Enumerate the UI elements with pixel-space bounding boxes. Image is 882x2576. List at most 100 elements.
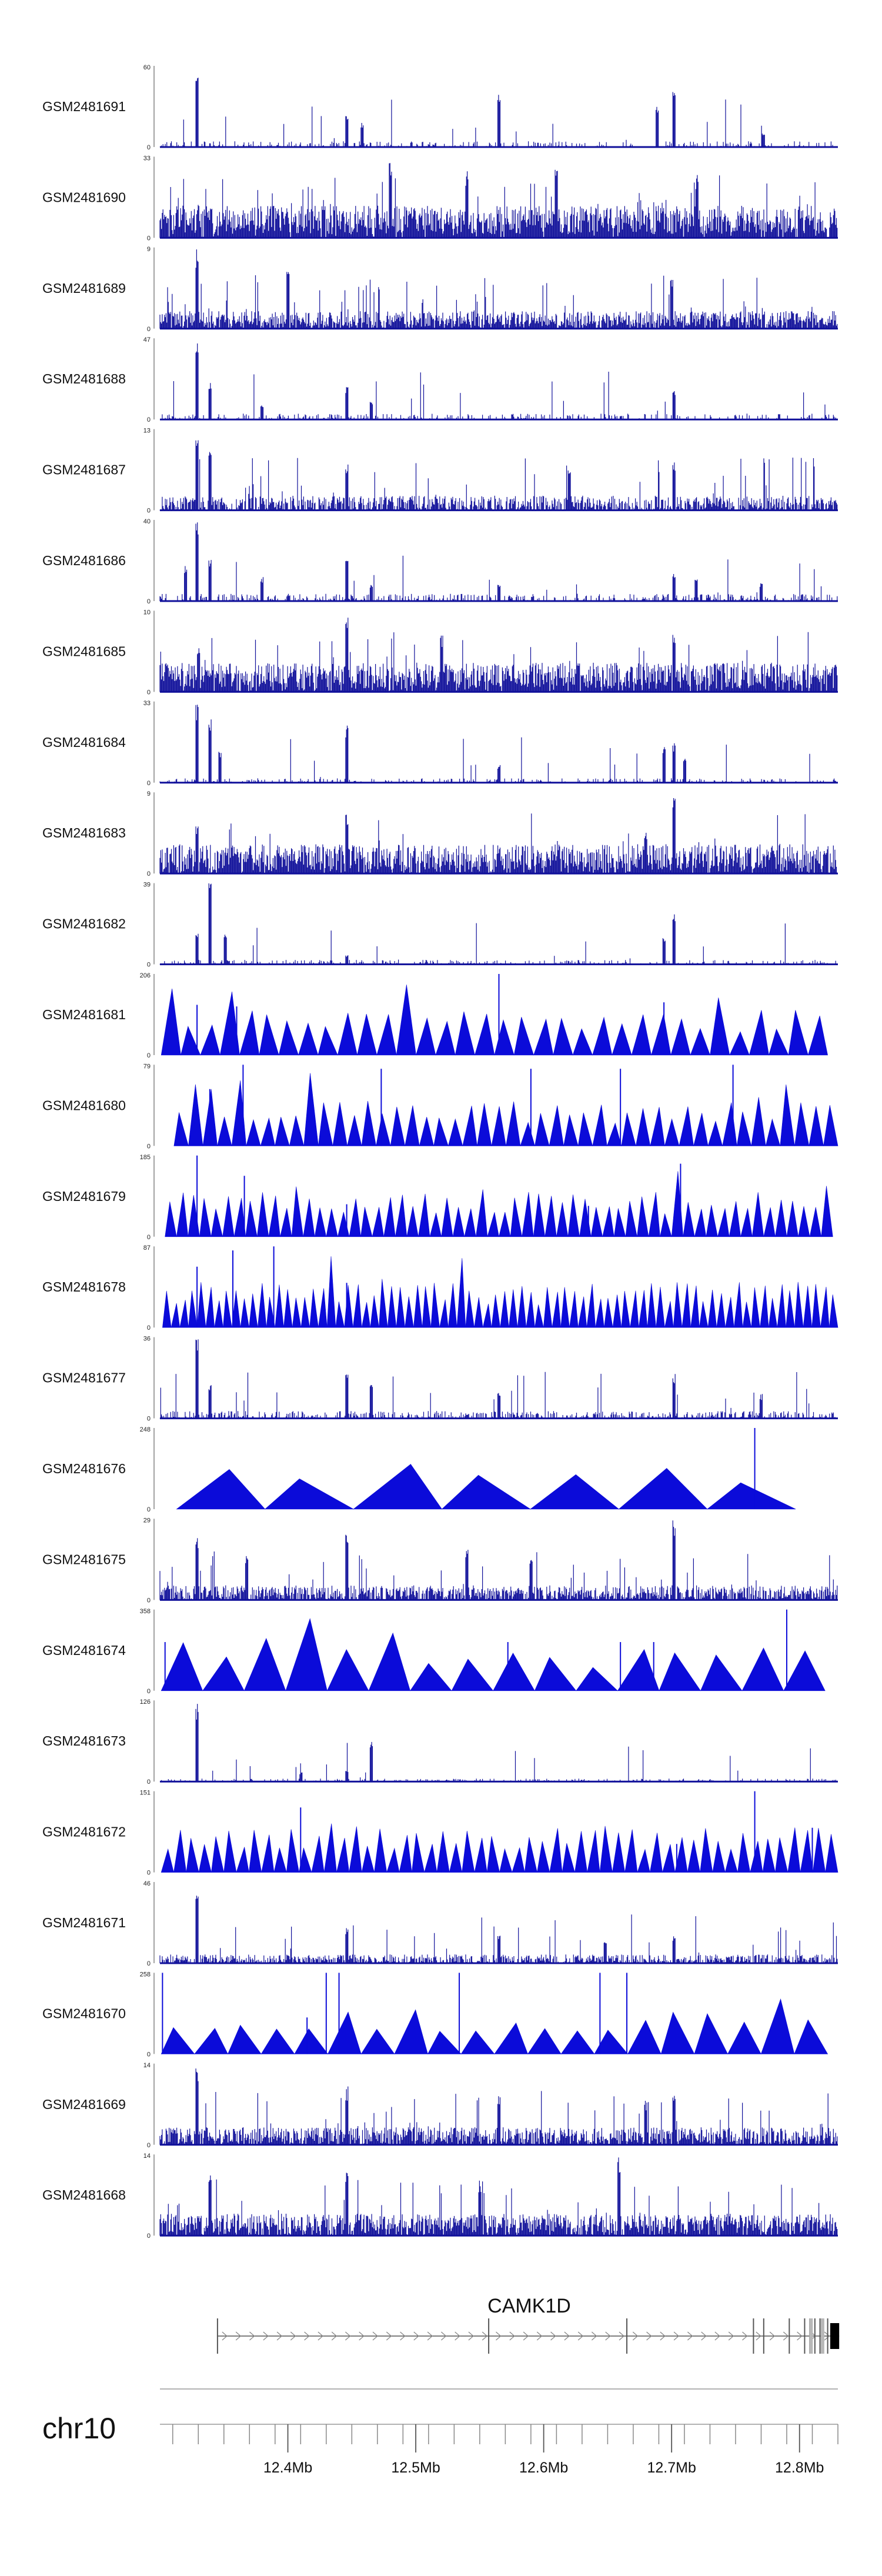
triangle-mark — [464, 1208, 476, 1237]
track-GSM2481684: GSM2481684 33 0 — [42, 700, 838, 787]
triangle-mark — [328, 2011, 362, 2054]
y-axis-min: 0 — [147, 962, 151, 969]
triangle-mark — [750, 1841, 763, 1873]
triangle-mark — [376, 1113, 391, 1146]
triangle-mark — [706, 1482, 796, 1510]
triangle-mark — [567, 1194, 580, 1237]
triangle-mark — [318, 1288, 328, 1328]
triangle-mark — [291, 1186, 304, 1237]
triangle-signal — [162, 1256, 838, 1328]
triangle-mark — [794, 1102, 810, 1146]
triangle-mark — [729, 1031, 750, 1056]
triangle-mark — [694, 1209, 707, 1237]
triangle-mark — [664, 1301, 674, 1328]
triangle-mark — [441, 1474, 532, 1510]
triangle-mark — [161, 988, 181, 1056]
triangle-mark — [786, 1290, 795, 1328]
triangle-mark — [543, 1287, 553, 1328]
triangle-mark — [500, 1291, 509, 1328]
strand-arrow — [756, 2331, 761, 2341]
triangle-mark — [592, 1016, 613, 1056]
triangle-signal — [165, 1171, 833, 1237]
y-axis-max: 79 — [143, 1063, 151, 1070]
triangle-mark — [527, 2028, 562, 2054]
triangle-mark — [260, 2028, 295, 2054]
track-label: GSM2481676 — [42, 1461, 126, 1476]
track-GSM2481687: GSM2481687 13 0 — [42, 428, 838, 515]
track-GSM2481686: GSM2481686 40 0 — [42, 518, 838, 605]
y-axis-min: 0 — [147, 2142, 151, 2149]
triangle-mark — [586, 1283, 596, 1328]
chromosome-axis: chr10 12.4Mb 12.5Mb 12.6Mb 12.7Mb 12.8Mb — [42, 2388, 838, 2476]
triangle-mark — [760, 1285, 769, 1328]
track-GSM2481676: GSM2481676 248 0 — [42, 1426, 796, 1513]
triangle-mark — [821, 1186, 833, 1237]
strand-arrow — [605, 2331, 611, 2341]
triangle-mark — [236, 1847, 249, 1873]
track-label: GSM2481689 — [42, 281, 126, 296]
triangle-mark — [549, 1105, 564, 1146]
triangle-mark — [509, 1289, 518, 1328]
triangle-mark — [383, 1197, 396, 1237]
track-GSM2481678: GSM2481678 87 0 — [42, 1244, 838, 1332]
triangle-mark — [560, 1287, 570, 1328]
triangle-mark — [475, 1013, 495, 1056]
triangle-mark — [439, 1299, 449, 1328]
triangle-mark — [741, 1647, 784, 1691]
strand-arrow — [345, 2331, 351, 2341]
triangle-mark — [716, 1293, 726, 1328]
triangle-mark — [729, 1201, 741, 1237]
triangle-mark — [298, 1022, 319, 1056]
triangle-mark — [299, 1847, 312, 1873]
triangle-mark — [699, 1301, 709, 1328]
track-GSM2481668: GSM2481668 14 0 — [42, 2153, 838, 2240]
triangle-mark — [231, 1080, 247, 1146]
triangle-mark — [292, 1297, 302, 1328]
triangle-mark — [436, 1831, 450, 1873]
triangle-mark — [533, 1193, 546, 1237]
strand-arrow — [455, 2331, 460, 2341]
triangle-mark — [534, 1304, 544, 1328]
track-GSM2481680: GSM2481680 79 0 — [42, 1063, 838, 1150]
triangle-mark — [309, 1289, 319, 1328]
triangle-mark — [386, 1847, 400, 1873]
triangle-mark — [768, 1298, 778, 1328]
triangle-mark — [303, 1073, 319, 1146]
triangle-mark — [544, 1196, 557, 1237]
triangle-mark — [223, 1830, 237, 1873]
triangle-mark — [427, 2031, 462, 2054]
track-GSM2481690: GSM2481690 33 0 — [42, 155, 838, 242]
triangle-mark — [576, 1667, 619, 1691]
track-label: GSM2481672 — [42, 1824, 126, 1840]
triangle-mark — [769, 1028, 789, 1056]
triangle-mark — [606, 1122, 622, 1146]
triangle-mark — [405, 1105, 420, 1146]
triangle-mark — [549, 1828, 563, 1873]
y-axis-min: 0 — [147, 1324, 151, 1332]
coverage-signal — [159, 1339, 838, 1419]
triangle-mark — [553, 1017, 573, 1056]
triangle-mark — [223, 1290, 232, 1328]
track-GSM2481673: GSM2481673 126 0 — [42, 1699, 838, 1786]
triangle-mark — [612, 1833, 626, 1873]
triangle-signal — [173, 1073, 838, 1146]
y-axis-min: 0 — [147, 2051, 151, 2058]
triangle-mark — [332, 1102, 348, 1146]
triangle-mark — [683, 1202, 695, 1237]
triangle-mark — [590, 1207, 603, 1237]
y-axis-min: 0 — [147, 1052, 151, 1059]
triangle-mark — [765, 1118, 781, 1146]
triangle-mark — [736, 1112, 752, 1146]
track-GSM2481674: GSM2481674 358 0 — [42, 1608, 826, 1695]
triangle-mark — [326, 1649, 369, 1691]
triangle-mark — [694, 2013, 729, 2054]
triangle-mark — [749, 1010, 769, 1056]
triangle-mark — [690, 1027, 711, 1056]
triangle-mark — [176, 1192, 189, 1237]
triangle-signal — [161, 1998, 828, 2054]
triangle-mark — [249, 1830, 262, 1873]
triangle-mark — [361, 1302, 371, 1328]
y-axis-max: 33 — [143, 700, 151, 707]
y-axis-max: 358 — [140, 1608, 151, 1615]
